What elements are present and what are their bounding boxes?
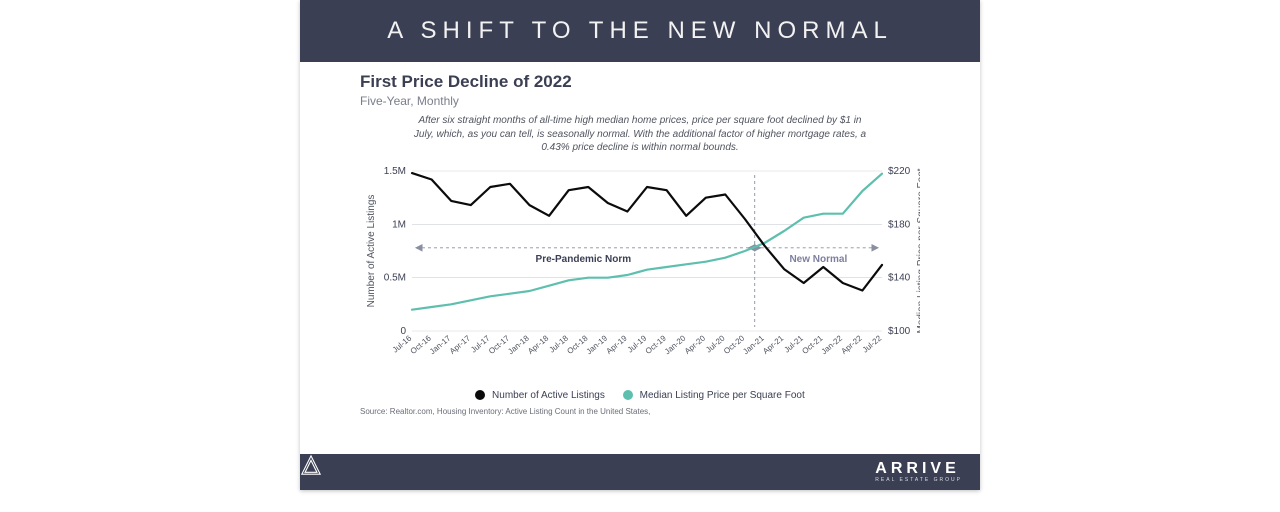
brand-text: ARRIVE REAL ESTATE GROUP [875, 461, 962, 483]
svg-text:1M: 1M [392, 219, 406, 230]
svg-text:$140: $140 [888, 272, 911, 283]
infographic-card: A SHIFT TO THE NEW NORMAL First Price De… [300, 0, 980, 490]
svg-text:Jan-18: Jan-18 [506, 333, 531, 356]
svg-text:Number of Active Listings: Number of Active Listings [366, 194, 377, 307]
title-banner: A SHIFT TO THE NEW NORMAL [300, 0, 980, 62]
svg-text:New Normal: New Normal [789, 253, 847, 264]
svg-text:Median Listing Price per Squar: Median Listing Price per Square Foot [916, 168, 920, 333]
svg-text:Apr-19: Apr-19 [605, 333, 630, 356]
content-area: First Price Decline of 2022 Five-Year, M… [360, 72, 920, 440]
svg-text:Jan-20: Jan-20 [663, 333, 688, 356]
svg-text:Apr-22: Apr-22 [840, 333, 865, 356]
svg-text:Jan-19: Jan-19 [585, 333, 610, 356]
svg-text:Apr-18: Apr-18 [526, 333, 551, 356]
source-text: Source: Realtor.com, Housing Inventory: … [360, 407, 920, 416]
legend-label-b: Median Listing Price per Square Foot [640, 390, 805, 401]
chart-svg: 00.5M1M1.5M$100$140$180$220Number of Act… [360, 161, 920, 386]
svg-text:$100: $100 [888, 326, 911, 337]
svg-text:Apr-21: Apr-21 [761, 333, 786, 356]
svg-text:Apr-17: Apr-17 [448, 333, 473, 356]
brand-logo: ARRIVE REAL ESTATE GROUP [875, 461, 962, 483]
legend-item-price: Median Listing Price per Square Foot [623, 390, 805, 401]
footer-bar: ARRIVE REAL ESTATE GROUP [300, 454, 980, 490]
chart-description: After six straight months of all-time hi… [410, 114, 869, 155]
legend-item-listings: Number of Active Listings [475, 390, 605, 401]
svg-text:Jan-21: Jan-21 [741, 333, 766, 356]
legend-label-a: Number of Active Listings [492, 390, 605, 401]
svg-text:Jan-17: Jan-17 [428, 333, 453, 356]
svg-text:$180: $180 [888, 219, 911, 230]
svg-text:$220: $220 [888, 166, 911, 177]
svg-text:Pre-Pandemic Norm: Pre-Pandemic Norm [536, 253, 632, 264]
chart-title: First Price Decline of 2022 [360, 72, 920, 92]
brand-name: ARRIVE [875, 461, 962, 477]
svg-text:1.5M: 1.5M [384, 166, 406, 177]
legend: Number of Active Listings Median Listing… [360, 390, 920, 401]
svg-text:Jul-22: Jul-22 [861, 333, 884, 354]
logo-triangle-icon [300, 454, 322, 476]
svg-text:Apr-20: Apr-20 [683, 333, 708, 356]
chart: 00.5M1M1.5M$100$140$180$220Number of Act… [360, 161, 920, 386]
svg-text:0.5M: 0.5M [384, 272, 406, 283]
chart-subtitle: Five-Year, Monthly [360, 94, 920, 108]
page: A SHIFT TO THE NEW NORMAL First Price De… [0, 0, 1280, 512]
brand-tagline: REAL ESTATE GROUP [875, 477, 962, 483]
legend-dot-icon [623, 390, 633, 400]
svg-text:Jan-22: Jan-22 [820, 333, 845, 356]
legend-dot-icon [475, 390, 485, 400]
banner-title: A SHIFT TO THE NEW NORMAL [387, 17, 893, 45]
